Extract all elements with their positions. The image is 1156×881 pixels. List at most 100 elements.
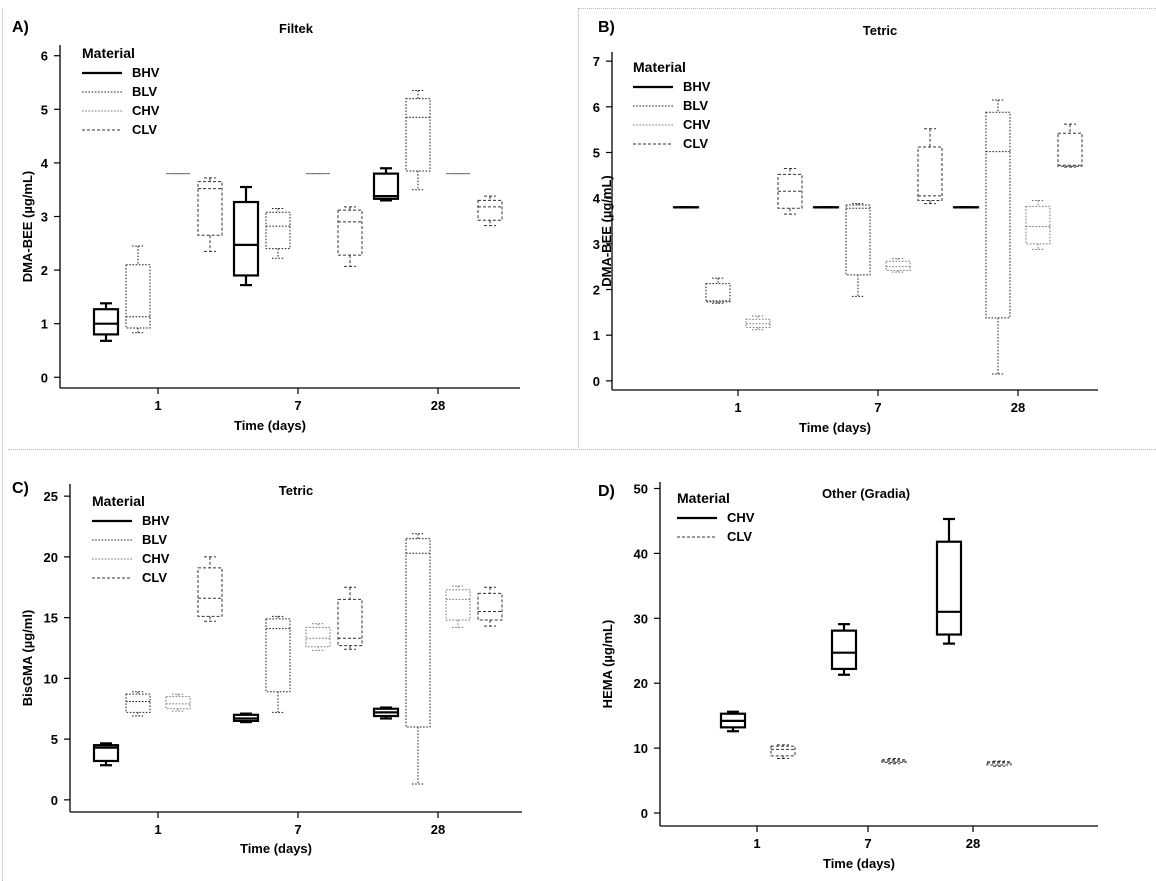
x-tick-label: 1 [734,400,741,415]
x-tick-label: 7 [294,398,301,413]
chart-title: Other (Gradia) [822,486,910,501]
chart-panel-2: B) Tetric 0 1 2 3 4 5 6 7 1 7 28 Time (days) DMA-BEE (… [593,19,1098,435]
box-body [770,745,796,757]
box-bhv-day-1 [92,742,120,767]
legend-title: Material [677,490,730,506]
y-tick-label: 0 [593,374,600,389]
box-body [477,592,503,621]
y-tick-label: 5 [51,732,58,747]
y-tick-label: 7 [593,54,600,69]
panel-border-left [2,8,3,881]
box-body [405,538,431,728]
box-blv-day-7 [265,207,291,259]
legend-entry-chv: CHV [683,117,711,132]
box-body [197,567,223,617]
legend-entry-clv: CLV [727,529,752,544]
y-axis-title: DMA-BEE (µg/mL) [20,171,35,282]
legend-entry-bhv: BHV [142,513,170,528]
box-clv-day-28 [477,586,503,627]
box-clv-day-1 [197,177,223,252]
box-bhv-day-28 [372,167,400,202]
x-axis-title: Time (days) [799,420,871,435]
x-axis-title: Time (days) [823,856,895,871]
y-tick-label: 15 [44,611,58,626]
box-bhv-day-7 [232,185,260,287]
box-bhv-day-28 [372,706,400,720]
box-body [337,209,363,256]
box-clv-day-28 [477,195,503,227]
box-clv-day-1 [777,167,803,215]
box-chv-day-1 [165,693,191,712]
box-chv-day-28 [1025,199,1051,250]
x-tick-label: 28 [431,822,445,837]
box-body [935,540,963,636]
box-blv-day-7 [845,203,871,297]
y-axis-title: BisGMA (µg/ml) [20,610,35,707]
y-tick-label: 10 [44,671,58,686]
y-tick-label: 1 [41,317,48,332]
box-body [445,589,471,621]
box-body [405,98,431,172]
legend-entry-clv: CLV [683,136,708,151]
panel-label: D) [598,483,615,500]
panel-divider-horizontal [8,449,1156,450]
box-body [232,200,260,277]
legend-entry-blv: BLV [132,84,157,99]
x-tick-label: 28 [431,398,445,413]
legend: Material BHV BLV CHV CLV [82,45,160,137]
box-clv-day-7 [337,586,363,650]
box-chv-day-28 [445,585,471,628]
box-clv-day-7 [337,206,363,267]
y-tick-label: 0 [51,793,58,808]
box-blv-day-7 [265,615,291,713]
box-bhv-day-1 [92,302,120,342]
box-body [885,260,911,271]
y-tick-label: 20 [44,550,58,565]
legend: Material BHV BLV CHV CLV [92,493,170,585]
box-body [477,199,503,221]
box-body [1057,132,1083,167]
legend-entry-blv: BLV [142,532,167,547]
box-body [372,172,400,200]
box-clv-day-7 [881,757,907,765]
box-body [1025,205,1051,245]
panel-label: B) [598,19,615,36]
chart-panel-4: D) Other (Gradia) 0 10 20 30 40 50 1 7 28 Time (day… [598,481,1098,871]
y-tick-label: 30 [634,611,648,626]
box-body [830,629,858,671]
legend-entry-clv: CLV [142,570,167,585]
y-tick-label: 1 [593,328,600,343]
y-tick-label: 3 [593,237,600,252]
legend-title: Material [82,45,135,61]
x-tick-label: 7 [874,400,881,415]
legend-title: Material [92,493,145,509]
box-body [197,181,223,236]
legend-entry-clv: CLV [132,122,157,137]
y-tick-label: 3 [41,210,48,225]
legend-entry-bhv: BHV [132,65,160,80]
x-tick-label: 1 [154,822,161,837]
box-clv-day-28 [1057,123,1083,168]
box-body [92,744,120,763]
x-axis-title: Time (days) [234,418,306,433]
box-body [745,318,771,328]
box-clv-day-1 [770,744,796,759]
box-clv-day-7 [917,128,943,205]
legend-title: Material [633,59,686,75]
panel-label: C) [12,480,29,497]
box-body [985,111,1011,319]
box-clv-day-1 [197,556,223,622]
y-tick-label: 25 [44,489,58,504]
legend: Material CHV CLV [677,490,755,544]
x-tick-label: 1 [753,836,760,851]
x-tick-label: 7 [294,822,301,837]
box-chv-day-7 [885,257,911,273]
box-body [265,618,291,693]
box-body [265,211,291,250]
x-axis-title: Time (days) [240,841,312,856]
box-blv-day-28 [405,90,431,191]
x-tick-label: 28 [1011,400,1025,415]
legend: Material BHV BLV CHV CLV [633,59,711,151]
y-axis-title: HEMA (µg/mL) [600,620,615,709]
